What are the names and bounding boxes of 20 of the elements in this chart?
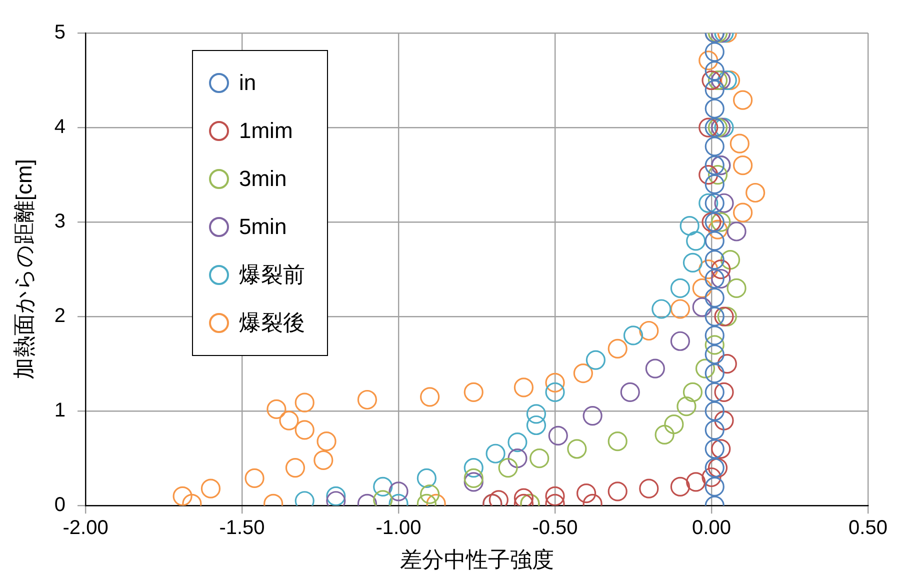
x-tick-label: -1.00 bbox=[376, 517, 422, 540]
y-tick-label: 0 bbox=[54, 494, 66, 516]
y-tick-label: 1 bbox=[54, 400, 66, 422]
y-tick-label: 4 bbox=[54, 116, 66, 138]
y-tick-label: 3 bbox=[54, 210, 66, 233]
x-axis-title: 差分中性子強度 bbox=[400, 546, 554, 572]
legend-label: 5min bbox=[239, 214, 287, 240]
legend-label: 爆裂前 bbox=[239, 261, 305, 289]
x-tick-label: -1.50 bbox=[219, 517, 265, 540]
x-tick-label: -0.50 bbox=[532, 517, 578, 540]
legend-label: 爆裂後 bbox=[239, 309, 305, 337]
x-tick-label: 0.50 bbox=[848, 517, 888, 540]
y-tick-label: 2 bbox=[54, 305, 66, 328]
legend-label: 1mim bbox=[239, 118, 293, 144]
x-tick-label: 0.00 bbox=[692, 517, 731, 540]
y-tick-label: 5 bbox=[54, 22, 66, 44]
y-axis-title: 加熱面からの距離[cm] bbox=[11, 159, 36, 380]
legend-label: 3min bbox=[239, 166, 287, 192]
legend-label: in bbox=[239, 70, 256, 96]
x-tick-label: -2.00 bbox=[62, 517, 108, 540]
